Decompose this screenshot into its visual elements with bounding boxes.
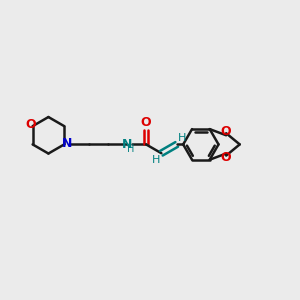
Text: O: O [221,125,232,138]
Text: H: H [127,144,134,154]
Text: O: O [141,116,152,129]
Text: N: N [122,138,132,151]
Text: N: N [61,137,72,150]
Text: H: H [152,155,160,165]
Text: O: O [26,118,36,131]
Text: O: O [221,151,232,164]
Text: H: H [178,133,186,143]
